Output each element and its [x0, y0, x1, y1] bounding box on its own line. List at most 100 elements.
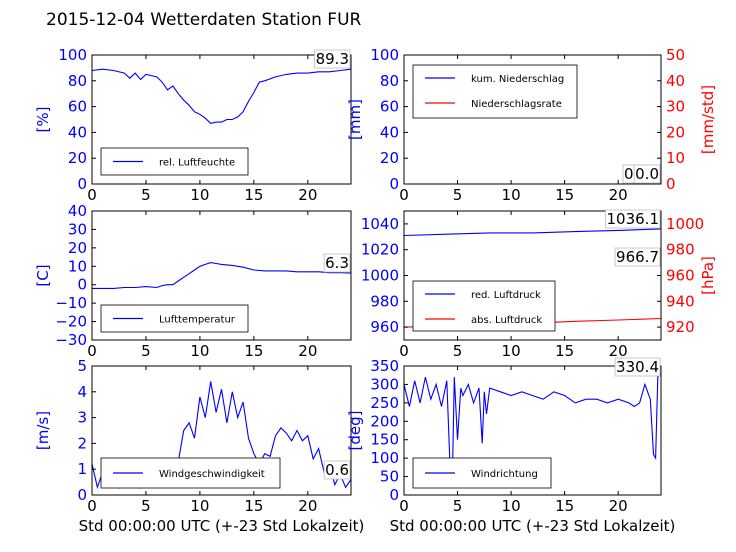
- humidity-y-tick-label: 40: [68, 123, 87, 141]
- pressure-series-1-line: [403, 228, 662, 237]
- pressure-y2-axis-label: [hPa]: [699, 256, 717, 295]
- pressure-x-tick-label: 20: [609, 342, 628, 360]
- humidity-x-tick-label: 20: [298, 186, 317, 204]
- pressure-x-tick-label: 0: [399, 342, 409, 360]
- temperature-y-axis-label: [C]: [34, 264, 52, 286]
- pressure-y2-tick-label: 960: [666, 267, 695, 285]
- precipitation-x-tick-label: 5: [453, 186, 463, 204]
- humidity-current-value-box: [314, 49, 351, 69]
- precipitation-legend-box: [412, 64, 578, 119]
- precipitation-x-tick-label: 20: [609, 186, 628, 204]
- humidity-series-1-line: [91, 68, 352, 125]
- precipitation-y2-tick-label: 40: [666, 72, 685, 90]
- wind-speed-x-tick-label: 20: [298, 497, 317, 515]
- wind-speed-y-tick-label: 3: [77, 409, 87, 427]
- wind-speed-x-tick-label: 10: [190, 497, 209, 515]
- precipitation-y2-tick-label: 10: [666, 149, 685, 167]
- pressure-y2-tick-label: 940: [666, 292, 695, 310]
- wind-direction-y-tick-label: 50: [380, 468, 399, 486]
- wind-speed-x-tick-label: 5: [141, 497, 151, 515]
- precipitation-legend-label: kum. Niederschlag: [471, 74, 564, 85]
- temperature-axes-frame: [91, 210, 352, 341]
- wind-direction-x-axis-label: Std 00:00:00 UTC (+-23 Std Lokalzeit): [390, 517, 676, 535]
- precipitation-legend-label: Niederschlagsrate: [471, 99, 562, 110]
- pressure-current-value-right-box: [614, 247, 661, 267]
- precipitation-y2-tick-label: 30: [666, 98, 685, 116]
- temperature-y-tick-label: −20: [55, 313, 87, 331]
- pressure-legend-label: abs. Luftdruck: [471, 315, 542, 326]
- precipitation-y2-tick-label: 0: [666, 175, 676, 193]
- pressure-legend-box: [412, 280, 556, 332]
- temperature-x-tick-label: 10: [190, 342, 209, 360]
- humidity-x-tick-label: 10: [190, 186, 209, 204]
- humidity-y-tick-label: 60: [68, 98, 87, 116]
- wind-speed-y-tick-label: 1: [77, 460, 87, 478]
- temperature-x-tick-label: 20: [298, 342, 317, 360]
- pressure-y-tick-label: 960: [370, 318, 399, 336]
- wind-direction-series-1-line: [403, 372, 662, 488]
- humidity-x-tick-label: 15: [244, 186, 263, 204]
- precipitation-y-tick-label: 20: [380, 149, 399, 167]
- wind-speed-current-value: 0.6: [325, 461, 349, 479]
- temperature-y-tick-label: 20: [68, 239, 87, 257]
- wind-direction-y-tick-label: 250: [370, 394, 399, 412]
- temperature-y-tick-label: 30: [68, 220, 87, 238]
- temperature-x-tick-label: 5: [141, 342, 151, 360]
- pressure-x-tick-label: 5: [453, 342, 463, 360]
- pressure-y-tick-label: 1020: [361, 241, 399, 259]
- precipitation-y-tick-label: 60: [380, 98, 399, 116]
- pressure-x-tick-label: 15: [555, 342, 574, 360]
- wind-direction-current-value-box: [614, 357, 661, 377]
- wind-direction-y-tick-label: 100: [370, 449, 399, 467]
- humidity-y-tick-label: 0: [77, 175, 87, 193]
- humidity-y-tick-label: 80: [68, 72, 87, 90]
- temperature-y-tick-label: 0: [77, 276, 87, 294]
- wind-speed-x-axis-label: Std 00:00:00 UTC (+-23 Std Lokalzeit): [79, 517, 365, 535]
- pressure-y-tick-label: 1040: [361, 215, 399, 233]
- precipitation-y2-tick-label: 20: [666, 123, 685, 141]
- humidity-axes-frame: [91, 54, 352, 185]
- humidity-legend-label: rel. Luftfeuchte: [159, 158, 235, 169]
- pressure-y2-tick-label: 920: [666, 318, 695, 336]
- temperature-x-tick-label: 15: [244, 342, 263, 360]
- wind-direction-y-tick-label: 0: [389, 486, 399, 504]
- humidity-y-tick-label: 20: [68, 149, 87, 167]
- wind-speed-x-tick-label: 0: [87, 497, 97, 515]
- pressure-x-tick-label: 10: [502, 342, 521, 360]
- precipitation-y-tick-label: 0: [389, 175, 399, 193]
- wind-speed-y-axis-label: [m/s]: [34, 411, 52, 450]
- pressure-y-tick-label: 980: [370, 292, 399, 310]
- precipitation-x-tick-label: 10: [502, 186, 521, 204]
- precipitation-x-tick-label: 15: [555, 186, 574, 204]
- wind-direction-legend-label: Windrichtung: [471, 469, 538, 480]
- wind-direction-current-value: 330.4: [616, 358, 659, 376]
- wind-direction-y-axis-label: [deg]: [346, 411, 364, 451]
- precipitation-y-tick-label: 100: [370, 46, 399, 64]
- temperature-y-tick-label: −10: [55, 294, 87, 312]
- pressure-current-value: 1036.1: [607, 210, 660, 228]
- wind-direction-x-tick-label: 10: [502, 497, 521, 515]
- precipitation-current-value-right-box: [633, 164, 661, 184]
- precipitation-y2-axis-label: [mm/std]: [699, 85, 717, 154]
- precipitation-y-tick-label: 40: [380, 123, 399, 141]
- humidity-x-tick-label: 5: [141, 186, 151, 204]
- wind-speed-y-tick-label: 4: [77, 383, 87, 401]
- wind-speed-legend-label: Windgeschwindigkeit: [159, 469, 265, 480]
- wind-direction-axes-frame: [403, 365, 662, 496]
- pressure-y-tick-label: 1000: [361, 267, 399, 285]
- wind-direction-y-tick-label: 300: [370, 375, 399, 393]
- temperature-y-tick-label: 40: [68, 202, 87, 220]
- wind-direction-y-tick-label: 150: [370, 431, 399, 449]
- precipitation-y2-tick-label: 50: [666, 46, 685, 64]
- precipitation-y-axis-label: [mm]: [346, 99, 364, 140]
- wind-direction-y-tick-label: 200: [370, 412, 399, 430]
- temperature-series-1-line: [92, 262, 352, 289]
- temperature-y-tick-label: −30: [55, 331, 87, 349]
- humidity-current-value: 89.3: [316, 50, 349, 68]
- wind-direction-x-tick-label: 15: [555, 497, 574, 515]
- wind-direction-x-tick-label: 5: [453, 497, 463, 515]
- wind-speed-y-tick-label: 0: [77, 486, 87, 504]
- pressure-legend-label: red. Luftdruck: [471, 290, 541, 301]
